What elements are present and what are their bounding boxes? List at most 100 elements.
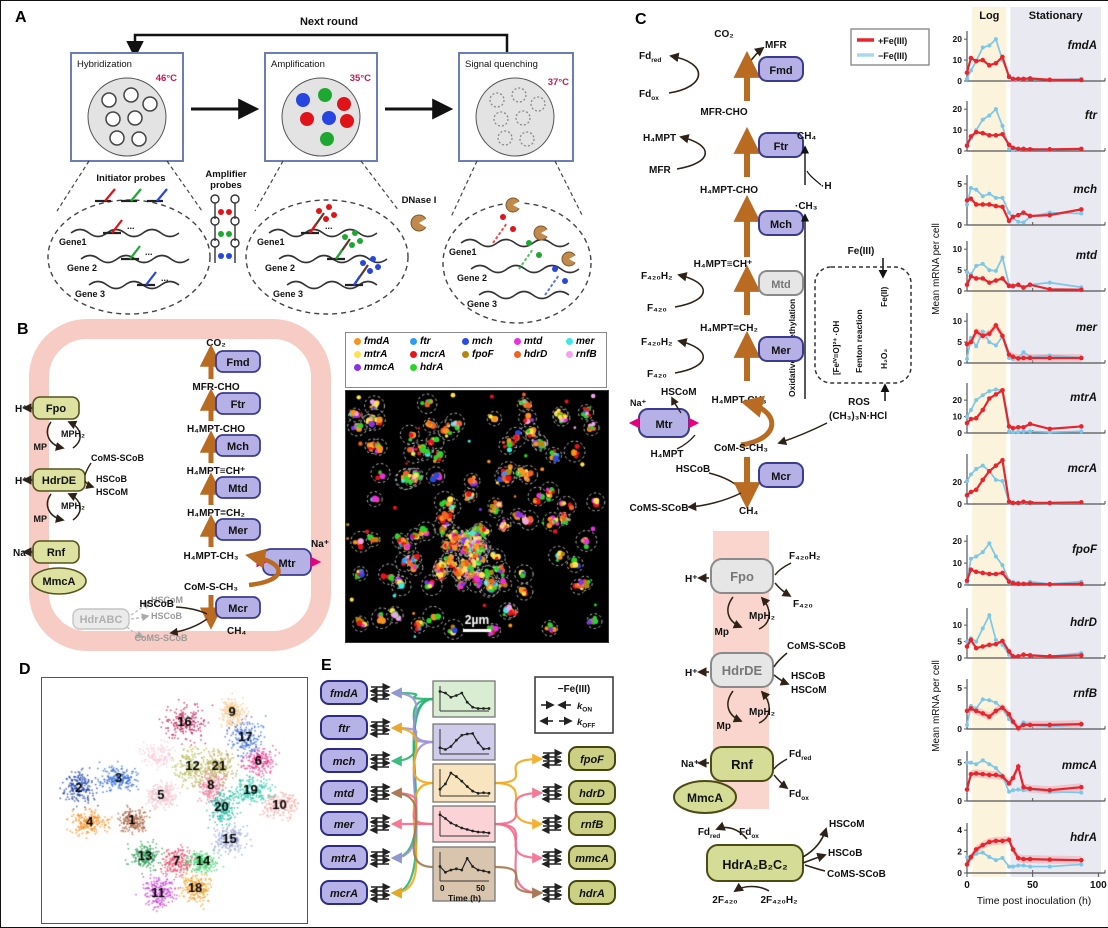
- gene-node-label-hdrD: hdrD: [579, 788, 605, 800]
- gene1-label-3: Gene1: [449, 247, 477, 257]
- connection-thumb1-ftr: [390, 722, 434, 744]
- mfr-c: MFR: [765, 40, 787, 51]
- chart-fmdA: 0 10 20 fmdA: [953, 31, 1106, 86]
- comsch3-c: CoM-S-CH₃: [714, 443, 768, 454]
- dots-4: ...: [325, 221, 333, 231]
- genes-quenching: Gene1 Gene 2 Gene 3: [449, 197, 580, 309]
- legend-label-mtrA: mtrA: [364, 349, 388, 360]
- thumb-axis-label: Time (h): [448, 893, 481, 903]
- legend-label-mtd: mtd: [524, 336, 543, 347]
- ytick-rnfB-0: 0: [957, 724, 962, 734]
- hscom-gray: HSCoM: [151, 595, 183, 605]
- mtr-box-b: Mtr: [278, 558, 296, 570]
- ytick-hdrD-10: 10: [953, 620, 963, 630]
- connection-thumb2-ftr: [390, 722, 434, 785]
- svg-text:Fdred: Fdred: [698, 827, 720, 840]
- gene1-label: Gene1: [59, 237, 87, 247]
- ytick-mtrA-20: 20: [953, 395, 963, 405]
- legend-dot-hdrD: [514, 351, 521, 358]
- na-mtr-c: Na⁺: [630, 398, 647, 408]
- legend-item-mer: mer: [566, 336, 612, 347]
- dots-1: ...: [127, 221, 135, 231]
- equilibrium-arrows: [541, 847, 563, 869]
- stage-hybridization: Hybridization 46°C: [70, 52, 184, 162]
- legend-dot-hdrA: [410, 364, 417, 371]
- 2f420h2-label: 2F₄₂₀H₂: [760, 895, 797, 906]
- empty-droplets-icon: [101, 87, 158, 147]
- h4mptcho-c: H₄MPT-CHO: [700, 185, 758, 196]
- gene-node-label-mch: mch: [333, 756, 356, 768]
- h-hdrde-c: H⁺: [685, 668, 698, 679]
- legend-label-mmcA: mmcA: [364, 362, 395, 373]
- chart-rnfB: 0 5 rnfB: [957, 679, 1106, 734]
- gene2-label-3: Gene 2: [457, 273, 487, 283]
- log-phase-label: Log: [979, 10, 999, 22]
- svg-text:Fdox: Fdox: [789, 789, 809, 802]
- ch4-b: CH₄: [227, 626, 246, 637]
- ytick-hdrA-2: 2: [957, 847, 962, 857]
- h4mptcho-b: H₄MPT-CHO: [187, 424, 245, 435]
- amplified-dots: [316, 204, 381, 274]
- gene-node-mch: mch: [320, 748, 391, 773]
- ftr-box-b: Ftr: [231, 399, 246, 411]
- ytick-mer-5: 5: [957, 337, 962, 347]
- mfrcho-b: MFR-CHO: [192, 382, 239, 393]
- stage-signal-quenching: Signal quenching 37°C: [458, 52, 574, 162]
- fe3-label: Fe(III): [848, 246, 875, 257]
- fd3-sub: red: [801, 755, 811, 762]
- equilibrium-arrows: [369, 782, 391, 804]
- ytick-hdrD-0: 0: [957, 653, 962, 663]
- ytick-fmdA-10: 10: [953, 55, 963, 65]
- comsch3-b: CoM-S-CH₃: [184, 582, 238, 593]
- stage1-temp: 46°C: [156, 73, 177, 84]
- mp-2: MP: [34, 514, 48, 524]
- next-round-label: Next round: [300, 16, 358, 28]
- gene-label-mmcA: mmcA: [1062, 760, 1097, 772]
- h-plus-1: H⁺: [15, 404, 28, 415]
- fenton-label: Fenton reaction: [854, 309, 864, 373]
- fd1-sub: red: [651, 57, 661, 64]
- ylabel-bottom: Mean mRNA per cell: [931, 660, 942, 752]
- legend-label-mch: mch: [472, 336, 493, 347]
- network-connections: [390, 687, 544, 899]
- gene-node-label-hdrA: hdrA: [579, 888, 605, 900]
- quenched-droplets-icon: [489, 87, 546, 147]
- panel-e-network: fmdA ftr mch mtd mer mtrA mcrA fpoF hdrD rnfB mmcA…: [320, 676, 616, 905]
- fmd-box-c: Fmd: [769, 65, 792, 77]
- ytick-hdrA-4: 4: [957, 825, 962, 835]
- h2o2-label: H₂O₂: [879, 348, 889, 369]
- ytick-fpoF-0: 0: [957, 580, 962, 590]
- gene-node-fpoF: fpoF: [541, 746, 616, 771]
- kon-sub: ON: [582, 707, 592, 714]
- svg-text:kON: kON: [577, 701, 592, 714]
- plus-fe-label: +Fe(III): [878, 36, 907, 46]
- co2-b: CO₂: [206, 338, 225, 349]
- fd2: Fd: [639, 89, 651, 100]
- mtd-box-b: Mtd: [228, 483, 248, 495]
- legend-item-mtd: mtd: [514, 336, 566, 347]
- equilibrium-arrows: [541, 882, 563, 904]
- connection-thumb1-fmdA: [390, 687, 434, 744]
- hscom-hdra: HSCoM: [829, 819, 865, 830]
- panel-b-label: B: [17, 321, 29, 338]
- gene-node-label-mtrA: mtrA: [331, 853, 357, 865]
- chart-mtrA: 0 10 20 mtrA: [953, 383, 1106, 438]
- ytick-mtd-5: 5: [957, 265, 962, 275]
- mph2-c2: MpH₂: [749, 707, 775, 718]
- mp-1: MP: [34, 442, 48, 452]
- ytick-rnfB-5: 5: [957, 683, 962, 693]
- legend-label-hdrD: hdrD: [524, 349, 548, 360]
- mch-box-b: Mch: [227, 441, 249, 453]
- feiv-label: [Feᴵⱽ=O]²⁺ ·OH: [832, 321, 841, 375]
- f420-fpo: F₄₂₀: [793, 599, 813, 610]
- h4mptch-b: H₄MPT≡CH⁺: [187, 466, 246, 477]
- genes-amplification: Gene1 Gene 2 Gene 3 ...: [257, 204, 388, 299]
- stage-amplification: Amplification 35°C: [264, 52, 378, 162]
- dnase-eating-icons: [505, 197, 578, 267]
- amplifier-probes-label-1: Amplifier: [205, 169, 246, 180]
- koff-k: k: [577, 717, 583, 728]
- ytick-mer-10: 10: [953, 316, 963, 326]
- legend-dot-ftr: [410, 338, 417, 345]
- legend-dot-fmdA: [354, 338, 361, 345]
